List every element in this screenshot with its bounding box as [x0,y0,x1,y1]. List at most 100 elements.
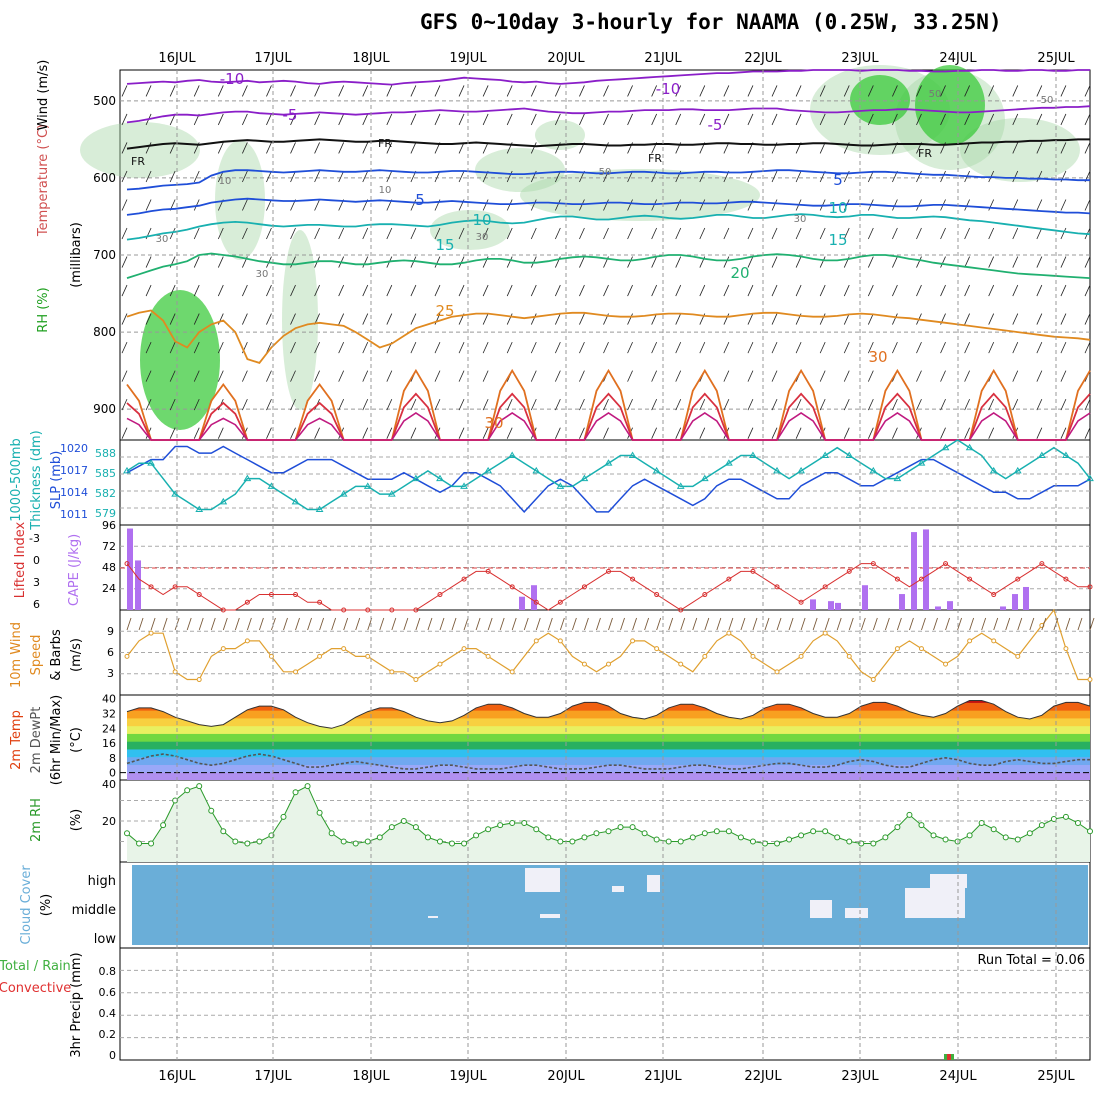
wind-barb [554,199,561,211]
y-axis-title: (m/s) [69,638,84,672]
wind-tick-label: 6 [107,646,114,659]
li-marker [774,584,780,590]
wind-barb [819,398,826,411]
wind-barb [314,142,320,154]
wind-barb [1084,313,1091,325]
wind-barb [338,113,345,126]
wind-barb [988,199,995,211]
pressure-tick-label: 700 [93,248,116,262]
y-axis-title: Convective [0,981,71,996]
isotherm-line-5 [126,169,1090,191]
wind-barb-10m [391,617,397,631]
rh-marker [1002,834,1009,841]
y-axis-title: RH (%) [36,287,51,332]
wind-barb [964,227,970,240]
wind-barb [434,370,441,382]
date-label-bottom: 18JUL [352,1069,390,1084]
wind-barb [867,227,874,240]
rh-marker [882,834,889,841]
wind-barb [145,313,152,325]
wind-barb [675,284,682,297]
wind-barb [554,427,561,439]
precip-tick-label: 0.8 [99,965,117,978]
wind-barb [217,227,224,240]
wind-barb [579,85,585,97]
wind-barb [651,370,658,382]
rh-marker [509,820,516,827]
rh-shade-12 [915,65,985,145]
wind-barb [554,113,561,126]
wind-barb [506,341,513,354]
wind-barb [579,398,585,411]
li-marker [798,599,804,605]
wind-barb [603,427,609,439]
wind-barb-10m [752,617,758,631]
wind-barb [338,142,345,154]
date-label-top: 16JUL [158,51,196,66]
wind-barb [867,256,874,268]
rh-shade-11 [850,75,910,125]
wind-barb [434,85,441,97]
wind-barb [603,341,609,354]
wind-barb [314,370,320,382]
rh-contour-label: 30 [476,232,489,243]
rh-marker [220,828,227,835]
wind-barb [819,256,826,268]
cloud-tick-label: low [94,932,117,947]
li-marker [870,561,876,567]
wind-barb [458,170,465,183]
rh-marker [136,840,143,847]
wind-speed-marker [220,646,226,652]
y-axis-title: Total / Rain [0,959,71,974]
wind-barb [1060,284,1067,297]
cloud-block [810,900,832,918]
wind-barb [747,284,754,297]
date-label-top: 25JUL [1037,51,1075,66]
wind-barb [121,370,128,382]
wind-barb [916,256,922,268]
wind-barb [699,113,706,126]
rh-marker [1050,815,1057,822]
date-label-bottom: 16JUL [158,1069,196,1084]
wind-barb [795,398,802,411]
wind-barb-10m [608,617,613,631]
wind-barb [988,427,995,439]
thickness-marker [532,466,541,474]
thickness-marker [195,505,204,513]
li-marker [822,584,828,590]
rh-marker [930,832,937,839]
rh-shade-7 [960,118,1080,182]
isotherm-label: -10 [656,80,681,98]
wind-barb [410,256,417,268]
wind-speed-marker [509,669,515,675]
wind-speed-marker [1087,677,1093,683]
li-marker [148,584,154,590]
wind-barb [266,398,272,411]
dewpoint-line [126,753,1090,770]
wind-barb [362,227,369,240]
wind-barb [819,341,826,354]
wind-barb [169,398,176,411]
thickness-marker [580,474,589,482]
wind-barb [314,427,320,439]
rh-marker [617,824,624,831]
wind-barb [964,284,970,297]
wind-barb [506,427,513,439]
wind-barb [290,341,296,354]
wind-barb [916,341,922,354]
rh-marker [1038,822,1045,829]
thickness-marker [941,443,950,451]
wind-barb [940,85,946,97]
wind-barb [795,113,802,126]
li-marker [365,607,371,613]
isotherm-line-25 [126,309,1091,364]
wind-barb [964,398,970,411]
wind-barb [410,85,417,97]
wind-barb [554,313,561,325]
thickness-marker [869,466,878,474]
wind-barb [290,170,296,183]
wind-speed-marker [533,638,539,644]
wind-barb [290,256,296,268]
wind-speed-marker [341,646,347,652]
wind-barb [169,142,176,154]
